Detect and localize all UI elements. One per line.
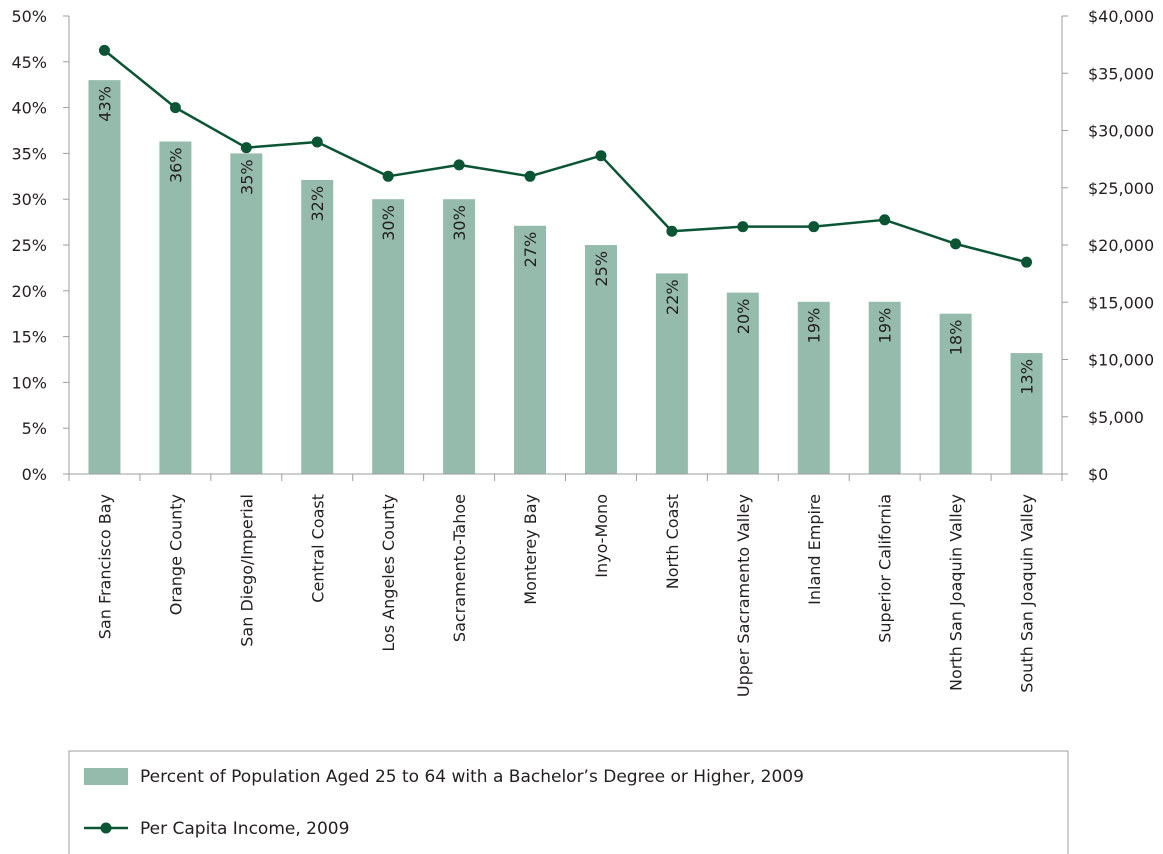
category-label: Central Coast bbox=[308, 494, 327, 603]
category-label: San Diego/Imperial bbox=[237, 494, 256, 647]
income-point bbox=[453, 159, 465, 171]
category-label: North San Joaquin Valley bbox=[947, 494, 966, 691]
category-label: Sacramento-Tahoe bbox=[450, 494, 469, 642]
bar-data-label: 30% bbox=[379, 205, 398, 241]
legend-bar-swatch bbox=[84, 768, 128, 785]
bar bbox=[939, 313, 972, 474]
bar bbox=[230, 153, 263, 474]
bar-data-label: 32% bbox=[308, 186, 327, 222]
category-label: Inland Empire bbox=[805, 494, 824, 605]
left-tick-label: 5% bbox=[22, 419, 47, 438]
bar-data-label: 22% bbox=[663, 279, 682, 315]
bar bbox=[726, 292, 759, 474]
left-tick-label: 15% bbox=[11, 328, 47, 347]
category-label: San Francisco Bay bbox=[95, 494, 114, 639]
income-point bbox=[879, 214, 891, 226]
left-tick-label: 20% bbox=[11, 282, 47, 301]
left-tick-label: 30% bbox=[11, 190, 47, 209]
income-point bbox=[98, 44, 110, 56]
bar-data-label: 36% bbox=[166, 147, 185, 183]
legend-line-marker bbox=[100, 822, 112, 834]
left-tick-label: 35% bbox=[11, 144, 47, 163]
bar-data-label: 43% bbox=[95, 86, 114, 122]
legend-frame bbox=[68, 750, 1069, 854]
bar bbox=[443, 199, 476, 474]
legend-bar-label: Percent of Population Aged 25 to 64 with… bbox=[140, 767, 804, 787]
bar-series bbox=[88, 80, 1043, 475]
left-tick-label: 10% bbox=[11, 373, 47, 392]
left-tick-label: 25% bbox=[11, 236, 47, 255]
bar bbox=[655, 273, 688, 474]
income-point bbox=[737, 221, 749, 233]
right-tick-label: $35,000 bbox=[1088, 64, 1154, 83]
bar bbox=[88, 80, 121, 475]
bar-data-label: 27% bbox=[521, 232, 540, 268]
left-tick-label: 50% bbox=[11, 7, 47, 26]
category-label: Upper Sacramento Valley bbox=[734, 494, 753, 697]
bar bbox=[159, 141, 192, 474]
left-tick-label: 45% bbox=[11, 53, 47, 72]
category-label: Los Angeles County bbox=[379, 494, 398, 652]
bar-data-label: 19% bbox=[805, 308, 824, 344]
income-point bbox=[1021, 256, 1033, 268]
bar-data-labels: 43% 36% 35% 32% 30% 30% 27% 25% 22% 20% 19% 19% 18% 1… bbox=[95, 86, 1036, 395]
category-label: South San Joaquin Valley bbox=[1018, 494, 1037, 693]
income-point bbox=[382, 170, 394, 182]
right-tick-label: $30,000 bbox=[1088, 122, 1154, 141]
left-tick-label: 0% bbox=[22, 465, 47, 484]
bar-data-label: 19% bbox=[876, 308, 895, 344]
bar bbox=[868, 301, 901, 474]
category-label: Orange County bbox=[166, 494, 185, 615]
bar-data-label: 35% bbox=[237, 159, 256, 195]
right-tick-label: $0 bbox=[1088, 465, 1108, 484]
category-labels: San Francisco Bay Orange County San Diego/… bbox=[95, 494, 1036, 697]
right-tick-label: $10,000 bbox=[1088, 351, 1154, 370]
income-point bbox=[169, 102, 181, 114]
income-point bbox=[950, 238, 962, 250]
right-tick-label: $25,000 bbox=[1088, 179, 1154, 198]
category-label: Superior California bbox=[876, 494, 895, 643]
bar bbox=[514, 225, 547, 474]
bar bbox=[301, 179, 334, 475]
bar bbox=[1010, 353, 1043, 474]
income-point bbox=[311, 136, 323, 148]
income-point bbox=[808, 221, 820, 233]
left-tick-label: 40% bbox=[11, 99, 47, 118]
legend: Percent of Population Aged 25 to 64 with… bbox=[68, 750, 1069, 854]
income-point bbox=[524, 170, 536, 182]
bar-data-label: 25% bbox=[592, 251, 611, 287]
category-label: Inyo-Mono bbox=[592, 494, 611, 578]
income-point bbox=[240, 142, 252, 154]
category-label: Monterey Bay bbox=[521, 494, 540, 605]
line-series bbox=[98, 44, 1033, 268]
right-tick-label: $20,000 bbox=[1088, 236, 1154, 255]
bar bbox=[797, 301, 830, 474]
income-point bbox=[666, 225, 678, 237]
bar-data-label: 20% bbox=[734, 299, 753, 335]
income-point bbox=[595, 150, 607, 162]
bar-data-label: 30% bbox=[450, 205, 469, 241]
legend-line-label: Per Capita Income, 2009 bbox=[140, 819, 349, 839]
bar-data-label: 13% bbox=[1018, 359, 1037, 395]
axes: 0% 5% 10% 15% 20% 25% 30% 35% 40% 45% 50% $0 $5,000 $… bbox=[11, 7, 1154, 484]
bar bbox=[584, 245, 617, 474]
category-label: North Coast bbox=[663, 494, 682, 589]
right-tick-label: $5,000 bbox=[1088, 408, 1144, 427]
bar-data-label: 18% bbox=[947, 320, 966, 356]
bar bbox=[372, 199, 405, 474]
right-tick-label: $15,000 bbox=[1088, 293, 1154, 312]
right-tick-label: $40,000 bbox=[1088, 7, 1154, 26]
income-line bbox=[103, 49, 1027, 264]
